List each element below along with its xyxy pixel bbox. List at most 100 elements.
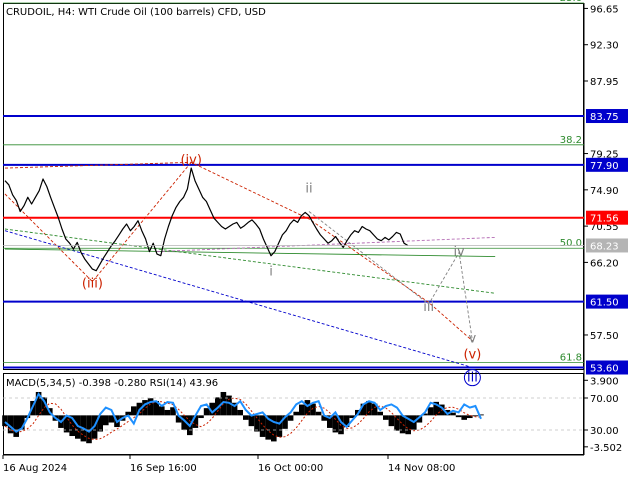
macd-bar: [450, 412, 456, 416]
chart-title: CRUDOIL, H4: WTI Crude Oil (100 barrels)…: [6, 7, 266, 18]
macd-bar: [304, 400, 311, 416]
level-tag: [586, 109, 628, 124]
macd-bar: [383, 415, 389, 420]
time-axis: 16 Aug 2024 16 Sep 16:00 16 Oct 00:00 14 No…: [2, 455, 455, 474]
projection-line: [308, 211, 473, 341]
rsi-line: [4, 392, 482, 433]
macd-bar: [125, 411, 131, 416]
macd-bar: [343, 415, 350, 428]
y-tick-label: 92.30: [590, 41, 619, 52]
macd-bar: [142, 400, 148, 416]
macd-bar: [237, 409, 243, 416]
macd-bar: [209, 402, 215, 416]
wave-label: ii: [305, 181, 312, 196]
macd-bar: [175, 415, 182, 423]
wave-label: (iii): [82, 276, 103, 291]
macd-bar: [86, 415, 92, 444]
macd-bar: [243, 415, 249, 420]
macd-bar: [399, 415, 406, 434]
wave-label: iii: [467, 371, 478, 386]
x-tick-label: 16 Oct 00:00: [258, 463, 323, 474]
macd-bar: [7, 415, 14, 434]
macd-bar: [231, 402, 238, 416]
macd-bar: [13, 415, 19, 437]
level-tag-label: 83.75: [590, 112, 619, 123]
indicator-tick-label: 3.900: [590, 376, 619, 387]
macd-bar: [63, 415, 70, 433]
wave-label: iii: [423, 300, 434, 315]
macd-bar: [321, 415, 327, 421]
x-tick-label: 14 Nov 08:00: [388, 463, 455, 474]
y-tick-label: 57.50: [590, 331, 619, 342]
x-tick-label: 16 Sep 16:00: [130, 463, 197, 474]
macd-bar: [377, 411, 383, 416]
macd-bar: [265, 415, 271, 440]
level-price-tags: 83.75 77.90 71.56 61.50 53.60 68.23: [3, 109, 628, 375]
macd-bar: [299, 404, 305, 416]
projection-line: [156, 236, 496, 253]
projection-line: [4, 248, 496, 258]
macd-bar: [394, 415, 400, 431]
macd-bar: [131, 406, 137, 416]
macd-bar: [422, 413, 428, 416]
macd-bar: [259, 415, 266, 437]
level-tag: [586, 294, 628, 309]
fibo-label: 61.8: [560, 352, 582, 363]
macd-bar: [170, 407, 176, 416]
fibo-label: 38.2: [560, 135, 582, 146]
wave-label: iv: [453, 245, 465, 260]
macd-bar: [35, 391, 42, 416]
macd-bar: [315, 411, 322, 416]
projection-line: [4, 162, 192, 283]
macd-bar: [226, 395, 232, 416]
macd-bar: [159, 406, 165, 416]
x-tick-label: 16 Aug 2024: [3, 463, 67, 474]
macd-bar: [103, 415, 109, 426]
level-tag-label: 77.90: [590, 161, 619, 172]
wave-projection-lines: [4, 161, 496, 368]
macd-bar: [433, 401, 439, 416]
projection-line: [4, 230, 473, 368]
level-tag-label: 61.50: [590, 298, 619, 309]
indicator-title: MACD(5,34,5) -0.398 -0.280 RSI(14) 43.96: [6, 378, 218, 389]
macd-bar: [455, 415, 462, 418]
y-tick-label: 96.65: [590, 4, 619, 15]
fibo-label: 50.0: [560, 238, 582, 249]
projection-line: [4, 161, 473, 342]
macd-bar: [181, 415, 187, 430]
macd-bar: [220, 391, 227, 416]
level-tag: [586, 157, 628, 172]
macd-bar: [276, 415, 283, 437]
indicator-axis: 3.900 70.00 30.00 -3.502: [3, 376, 622, 454]
macd-bar: [388, 415, 395, 427]
price-series: [4, 167, 409, 272]
y-tick-label: 66.20: [590, 258, 619, 269]
price-panel-frame: [3, 3, 584, 370]
macd-bar: [97, 415, 103, 432]
wave-label: v: [469, 331, 477, 346]
macd-bar: [203, 408, 210, 416]
macd-bar: [332, 415, 339, 433]
macd-bar: [467, 415, 473, 419]
macd-bar: [327, 415, 333, 428]
wave-label: (v): [463, 347, 481, 362]
level-tag-label: 53.60: [590, 363, 619, 374]
macd-bar: [371, 403, 378, 416]
macd-bar: [293, 411, 299, 416]
macd-bar: [19, 415, 25, 430]
indicator-tick-label: 70.00: [590, 394, 619, 405]
level-tag-label: 71.56: [590, 214, 619, 225]
horizontal-levels: [3, 115, 584, 369]
macd-bar: [248, 415, 255, 427]
wave-label: i: [269, 265, 273, 280]
y-tick-label: 74.90: [590, 186, 619, 197]
level-tag: [586, 360, 628, 375]
macd-bar: [192, 415, 199, 428]
macd-bar: [41, 397, 47, 416]
fibonacci-levels: 23.6 38.2 50.0 61.8: [3, 0, 584, 363]
fibo-label: 23.6: [560, 0, 582, 4]
macd-bar: [108, 415, 115, 423]
wave-label: (iv): [180, 153, 201, 168]
macd-bar: [254, 415, 260, 432]
